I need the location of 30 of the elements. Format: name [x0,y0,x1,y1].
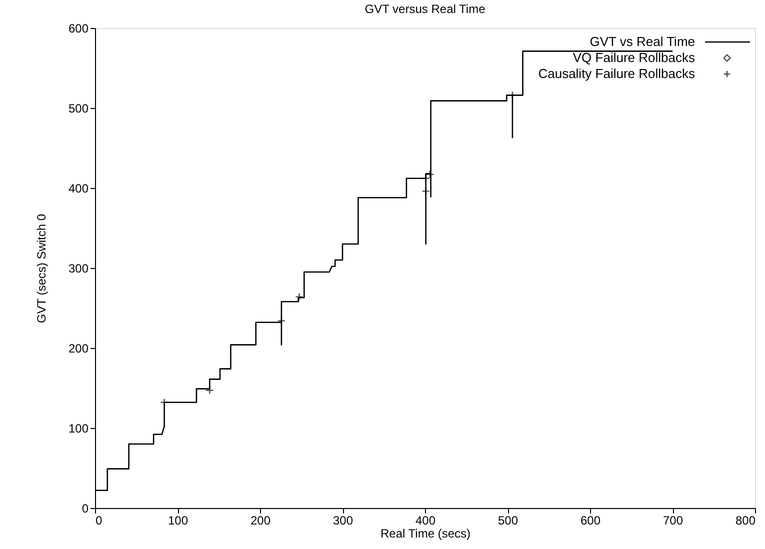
point [426,170,434,179]
y-tick-label: 600 [68,22,89,36]
point [295,292,304,301]
x-tick-label: 600 [580,514,601,528]
legend-label: Causality Failure Rollbacks [538,66,696,81]
y-tick-label: 100 [68,422,89,436]
y-tick-label: 300 [68,262,89,276]
x-axis-title: Real Time (secs) [380,526,471,540]
point [422,187,430,196]
y-tick-label: 400 [68,182,89,196]
point [160,398,168,407]
x-tick-label: 800 [735,514,756,528]
legend-label: VQ Failure Rollbacks [572,50,696,65]
y-tick-label: 200 [68,342,89,356]
y-tick-label: 500 [68,102,89,116]
x-tick-label: 200 [250,514,271,528]
x-tick-label: 0 [96,514,102,528]
y-tick-label: 0 [82,502,89,516]
chart-title: GVT versus Real Time [364,2,486,16]
x-tick-label: 500 [498,514,518,528]
x-tick-label: 700 [662,514,684,528]
legend-label: GVT vs Real Time [590,34,695,49]
x-tick-label: 100 [168,514,188,528]
point [508,91,517,100]
x-tick-label: 300 [332,514,354,528]
point [422,174,430,183]
x-tick-label: 400 [415,514,436,528]
point [277,316,286,325]
y-axis-title: GVT (secs) Switch 0 [34,214,48,324]
point [206,386,214,395]
